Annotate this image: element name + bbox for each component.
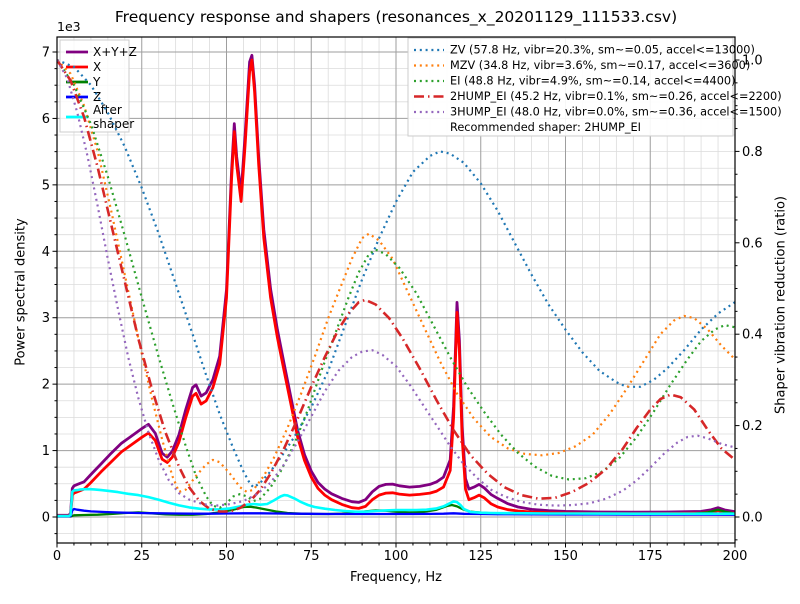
legend-psd-label: Y xyxy=(92,75,101,89)
x-tick-label: 125 xyxy=(468,549,493,564)
x-axis-label: Frequency, Hz xyxy=(349,570,443,585)
psd-curves xyxy=(57,53,735,518)
right-y-tick-label: 0.8 xyxy=(742,145,763,160)
shaper-curves xyxy=(57,58,735,513)
x-tick-label: 0 xyxy=(53,549,61,564)
left-y-tick-label: 7 xyxy=(42,46,50,61)
right-y-tick-label: 0.0 xyxy=(742,511,763,526)
x-tick-label: 75 xyxy=(303,549,320,564)
series-X xyxy=(57,58,735,518)
legend-shaper-label: 3HUMP_EI (48.0 Hz, vibr=0.0%, sm~=0.36, … xyxy=(450,106,782,119)
chart-title: Frequency response and shapers (resonanc… xyxy=(114,8,678,26)
x-tick-label: 50 xyxy=(218,549,235,564)
left-y-tick-label: 3 xyxy=(42,311,50,326)
x-tick-label: 25 xyxy=(133,549,150,564)
legend-psd-label: Z xyxy=(93,90,101,104)
legend-shapers: ZV (57.8 Hz, vibr=20.3%, sm~=0.05, accel… xyxy=(407,37,782,137)
left-y-tick-label: 0 xyxy=(42,511,50,526)
left-y-tick-label: 2 xyxy=(42,378,50,393)
x-tick-label: 100 xyxy=(384,549,409,564)
legend-shaper-label: MZV (34.8 Hz, vibr=3.6%, sm~=0.17, accel… xyxy=(450,59,750,72)
right-y-tick-label: 0.4 xyxy=(742,328,763,343)
legend-shaper-label: Recommended shaper: 2HUMP_EI xyxy=(450,121,641,134)
series-After shaper xyxy=(57,487,735,518)
x-tick-label: 150 xyxy=(553,549,578,564)
left-y-tick-label: 4 xyxy=(42,245,50,260)
x-tick-label: 175 xyxy=(638,549,663,564)
legend-shaper-label: ZV (57.8 Hz, vibr=20.3%, sm~=0.05, accel… xyxy=(450,44,755,57)
right-y-tick-label: 0.6 xyxy=(742,236,763,251)
series-MZV xyxy=(57,59,735,493)
y-axis-offset-label: 1e3 xyxy=(57,19,81,34)
series-X+Y+Z xyxy=(57,53,735,517)
right-y-axis-label: Shaper vibration reduction (ratio) xyxy=(773,196,789,414)
left-y-tick-label: 6 xyxy=(42,112,50,127)
right-y-tick-label: 1.0 xyxy=(742,54,763,69)
series-ZV xyxy=(57,58,735,489)
series-3HUMP_EI xyxy=(57,59,735,507)
left-y-axis-label: Power spectral density xyxy=(13,218,29,366)
legend-shaper-label: EI (48.8 Hz, vibr=4.9%, sm~=0.14, accel<… xyxy=(450,75,735,88)
series-2HUMP_EI xyxy=(57,59,735,513)
legend-psd-label: X xyxy=(93,60,101,74)
left-y-tick-label: 1 xyxy=(42,444,50,459)
legend-psd-label: After xyxy=(93,103,122,117)
legend-shaper-label: 2HUMP_EI (45.2 Hz, vibr=0.1%, sm~=0.26, … xyxy=(450,90,782,103)
x-tick-label: 200 xyxy=(723,549,748,564)
left-y-tick-label: 5 xyxy=(42,178,50,193)
right-y-tick-label: 0.2 xyxy=(742,419,763,434)
legend-psd-label: X+Y+Z xyxy=(93,45,137,59)
axis-ticks: 0 25 50 75 100 125 150 175 200 0 1 2 3 4 5 6 7 0.0 0.2 0.4 0… xyxy=(42,46,763,565)
